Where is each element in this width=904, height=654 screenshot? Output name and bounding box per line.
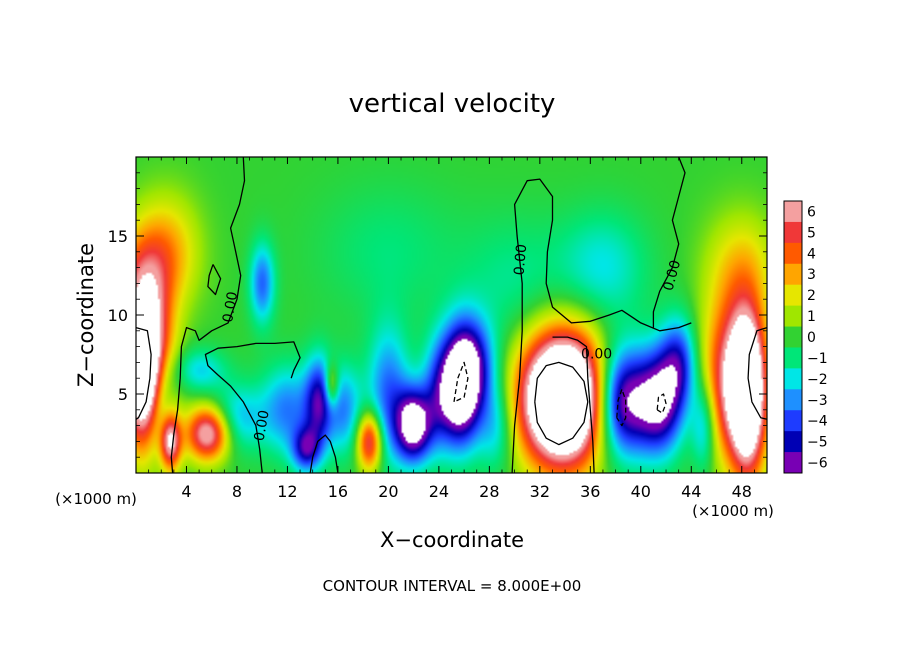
colorbar-label: 4 <box>807 246 816 262</box>
contour-label: 0.00 <box>581 347 612 363</box>
y-tick-label: 15 <box>108 227 128 246</box>
negative-contour-line <box>656 393 667 414</box>
colorbar-label: −4 <box>807 414 828 430</box>
zero-contour-line <box>552 336 595 474</box>
colorbar-label: 5 <box>807 225 816 241</box>
x-tick-label: 28 <box>479 482 499 501</box>
x-unit-right: (×1000 m) <box>692 502 774 520</box>
x-tick-label: 48 <box>732 482 752 501</box>
contour-label: 0.00 <box>252 409 273 442</box>
x-axis-label: X−coordinate <box>380 528 524 552</box>
zero-contour-line <box>204 341 301 474</box>
contour-label: 0.00 <box>220 290 241 323</box>
contour-label: 0.00 <box>661 258 685 292</box>
colorbar-label: 3 <box>807 267 816 283</box>
x-tick-label: 16 <box>328 482 348 501</box>
x-tick-label: 24 <box>429 482 449 501</box>
colorbar-swatch <box>784 221 802 244</box>
colorbar-label: −3 <box>807 393 828 409</box>
plot-area: 0.00 0.00 0.00 0.00 0.00 <box>135 156 768 474</box>
heatmap-field <box>136 157 767 473</box>
negative-contour-line <box>453 361 469 403</box>
colorbar-label: −1 <box>807 351 828 367</box>
zero-contour-line <box>309 434 339 474</box>
positive-contour-line <box>747 326 768 420</box>
contour-lines <box>135 156 768 474</box>
contour-label: 0.00 <box>512 243 531 275</box>
colorbar-label: −2 <box>807 372 828 388</box>
colorbar-label: 6 <box>807 204 816 220</box>
colorbar-label: 0 <box>807 330 816 346</box>
colorbar-swatch <box>784 326 802 348</box>
contour-labels: 0.00 0.00 0.00 0.00 0.00 <box>220 243 684 442</box>
colorbar-swatch <box>784 284 802 307</box>
positive-contour-line <box>534 361 589 446</box>
colorbar-swatch <box>784 347 802 369</box>
x-tick-label: 32 <box>530 482 550 501</box>
colorbar-label: 2 <box>807 288 816 304</box>
contour-interval-note: CONTOUR INTERVAL = 8.000E+00 <box>323 577 582 595</box>
x-tick-label: 8 <box>232 482 242 501</box>
y-axis-label: Z−coordinate <box>74 243 98 387</box>
x-tick-label: 20 <box>378 482 398 501</box>
zero-contour-line <box>511 178 692 474</box>
colorbar-swatch <box>784 201 802 223</box>
x-tick-label: 40 <box>631 482 651 501</box>
y-tick-label: 5 <box>118 385 128 404</box>
x-tick-label: 36 <box>580 482 600 501</box>
colorbar-swatch <box>784 410 802 432</box>
colorbar-label: −5 <box>807 435 828 451</box>
colorbar-frame <box>783 200 803 474</box>
zero-contour-line <box>207 264 222 296</box>
colorbar-swatch <box>784 242 802 265</box>
colorbar: 6 5 4 3 2 1 0 −1 −2 −3 −4 −5 −6 <box>783 200 828 474</box>
colorbar-swatch <box>784 452 802 474</box>
colorbar-swatch <box>784 305 802 327</box>
y-tick-label: 10 <box>108 306 128 325</box>
x-axis: 4 8 12 16 20 24 28 32 36 40 44 48 <box>148 157 755 501</box>
x-tick-label: 44 <box>681 482 701 501</box>
colorbar-label: −6 <box>807 456 828 472</box>
zero-contour-line <box>652 156 686 328</box>
positive-contour-line <box>135 326 152 420</box>
x-tick-label: 12 <box>277 482 297 501</box>
colorbar-swatch <box>784 368 802 390</box>
zero-contour-line <box>170 156 246 474</box>
colorbar-swatch <box>784 431 802 453</box>
x-tick-label: 4 <box>181 482 191 501</box>
chart-title: vertical velocity <box>349 89 556 119</box>
colorbar-swatch <box>784 389 802 411</box>
y-axis: 5 10 15 <box>108 172 767 458</box>
x-unit-left: (×1000 m) <box>55 490 137 508</box>
negative-contour-line <box>616 388 627 427</box>
colorbar-label: 1 <box>807 309 816 325</box>
colorbar-swatch <box>784 263 802 286</box>
